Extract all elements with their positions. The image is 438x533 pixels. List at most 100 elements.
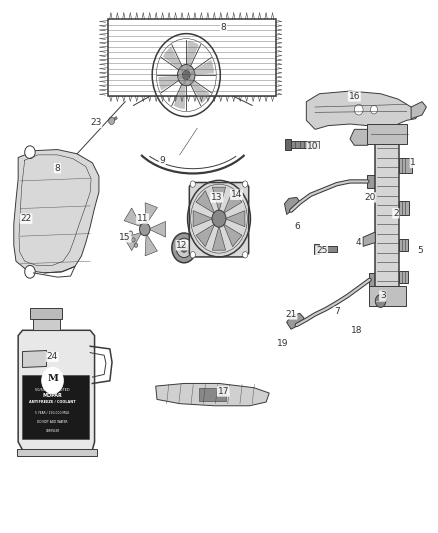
Polygon shape — [306, 91, 420, 136]
Polygon shape — [22, 351, 46, 368]
Text: 19: 19 — [276, 339, 288, 348]
Text: 4: 4 — [356, 238, 361, 247]
Polygon shape — [212, 187, 226, 211]
Circle shape — [134, 243, 138, 247]
Circle shape — [25, 265, 35, 278]
Text: 6: 6 — [295, 222, 300, 231]
Bar — [399, 271, 408, 283]
Text: CHRYSLER: CHRYSLER — [46, 429, 60, 433]
Bar — [315, 246, 337, 252]
Text: 8: 8 — [220, 23, 226, 32]
Circle shape — [140, 223, 150, 236]
Polygon shape — [196, 224, 215, 247]
Circle shape — [132, 238, 135, 242]
Text: 11: 11 — [137, 214, 148, 223]
Polygon shape — [225, 211, 245, 227]
Text: 5 YEAR / 150,000 MILE: 5 YEAR / 150,000 MILE — [35, 411, 70, 415]
Polygon shape — [350, 130, 376, 146]
Bar — [369, 273, 377, 287]
Polygon shape — [189, 182, 249, 257]
Wedge shape — [186, 75, 210, 103]
Text: 21: 21 — [285, 310, 297, 319]
Circle shape — [212, 210, 226, 227]
Polygon shape — [145, 203, 157, 224]
Polygon shape — [21, 375, 89, 439]
Text: 15: 15 — [120, 233, 131, 242]
Polygon shape — [155, 383, 269, 406]
Bar — [33, 319, 60, 330]
Circle shape — [129, 231, 133, 235]
Text: 13: 13 — [211, 193, 223, 202]
Polygon shape — [223, 224, 242, 247]
Text: 1: 1 — [410, 158, 416, 167]
Wedge shape — [186, 41, 199, 75]
Bar — [399, 201, 409, 215]
Text: 16: 16 — [349, 92, 360, 101]
Circle shape — [177, 64, 195, 86]
Circle shape — [243, 252, 248, 258]
Polygon shape — [124, 232, 141, 251]
Bar — [289, 141, 319, 149]
Text: 12: 12 — [176, 241, 187, 250]
Polygon shape — [196, 191, 215, 213]
Circle shape — [172, 233, 196, 263]
Text: ANTIFREEZE / COOLANT: ANTIFREEZE / COOLANT — [29, 400, 76, 404]
Bar — [375, 139, 399, 290]
Text: 18: 18 — [351, 326, 362, 335]
Wedge shape — [186, 60, 214, 75]
Circle shape — [42, 367, 64, 394]
Text: M: M — [47, 375, 58, 383]
Circle shape — [180, 244, 188, 252]
Bar — [367, 124, 407, 144]
Circle shape — [371, 106, 378, 114]
Text: 3: 3 — [380, 291, 385, 300]
Text: 24: 24 — [46, 352, 58, 361]
Wedge shape — [173, 75, 186, 109]
Circle shape — [182, 70, 190, 80]
Circle shape — [109, 117, 115, 125]
Polygon shape — [411, 102, 426, 119]
Text: 2: 2 — [393, 209, 399, 218]
Polygon shape — [111, 117, 117, 122]
Polygon shape — [287, 313, 304, 329]
Text: 20: 20 — [364, 193, 375, 202]
Bar — [369, 286, 406, 306]
Bar — [399, 158, 412, 173]
Bar — [108, 19, 276, 96]
Circle shape — [243, 181, 248, 187]
Text: 8: 8 — [55, 164, 60, 173]
Circle shape — [375, 295, 386, 308]
Polygon shape — [212, 226, 226, 250]
Text: 50/50 PRE-DILUTED: 50/50 PRE-DILUTED — [35, 389, 70, 392]
Bar — [314, 244, 318, 254]
Bar — [30, 308, 62, 319]
Text: 10: 10 — [307, 142, 318, 151]
Circle shape — [190, 252, 195, 258]
Text: 9: 9 — [159, 156, 165, 165]
Circle shape — [354, 104, 363, 115]
Polygon shape — [285, 197, 300, 214]
Bar — [367, 175, 376, 188]
Text: 5: 5 — [417, 246, 423, 255]
Circle shape — [176, 238, 192, 257]
Text: 23: 23 — [90, 118, 102, 127]
Text: 7: 7 — [334, 307, 340, 316]
Polygon shape — [14, 150, 99, 273]
Text: 17: 17 — [218, 387, 229, 396]
Polygon shape — [193, 211, 213, 227]
Bar — [17, 449, 97, 456]
Circle shape — [190, 181, 195, 187]
Bar — [199, 387, 226, 401]
Polygon shape — [124, 208, 141, 227]
Polygon shape — [223, 191, 242, 213]
Wedge shape — [159, 75, 186, 91]
Polygon shape — [149, 221, 166, 237]
Text: 22: 22 — [21, 214, 32, 223]
Polygon shape — [145, 234, 157, 256]
Polygon shape — [18, 330, 95, 450]
Text: 14: 14 — [231, 190, 242, 199]
Circle shape — [25, 146, 35, 159]
Wedge shape — [163, 46, 186, 75]
Polygon shape — [363, 232, 375, 246]
Bar — [286, 140, 290, 150]
